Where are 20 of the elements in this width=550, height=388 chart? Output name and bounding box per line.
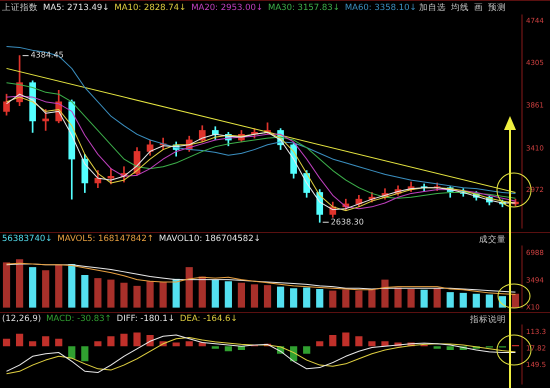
text: MAVOL5: 168147842↑	[57, 234, 154, 244]
text: 均线	[451, 3, 469, 13]
text: 画	[474, 3, 483, 13]
text: 预测	[488, 3, 506, 13]
series-label: DEA: -164.6↓	[180, 314, 238, 324]
annotation: 指标说明	[470, 315, 506, 325]
text: 56383740↓	[2, 234, 52, 244]
text: MA10: 2828.74↓	[114, 3, 186, 13]
legend-title: (12,26,9)	[2, 314, 42, 324]
text: 成交量	[479, 235, 506, 245]
annotation: 2638.30	[330, 217, 364, 226]
text: MA20: 2953.00↓	[191, 3, 264, 13]
text: MA30: 3157.83↓	[268, 3, 340, 13]
text: MAVOL10: 186704582↓	[158, 234, 261, 244]
chart-title: 上证指数	[2, 3, 38, 13]
series-label: DIFF: -180.1↓	[116, 314, 175, 324]
text: MA5: 2713.49↓	[43, 3, 110, 13]
series-label: MACD: -30.83↑	[46, 314, 112, 324]
text: MA60: 3358.10↓	[344, 3, 417, 13]
text: 加自选	[419, 3, 446, 13]
